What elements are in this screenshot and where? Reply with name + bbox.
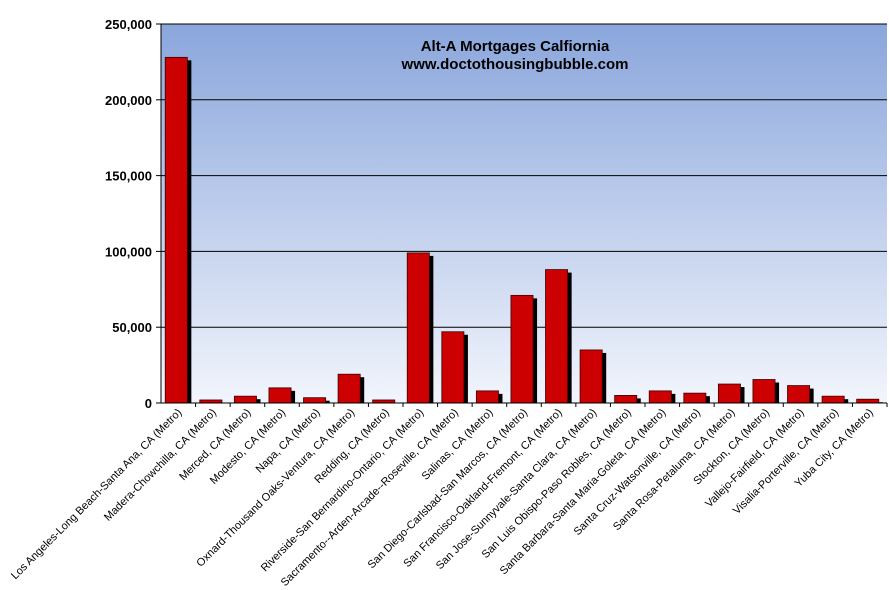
bar — [441, 331, 465, 404]
bar — [406, 252, 430, 404]
x-tick-label: Oxnard-Thousand Oaks-Ventura, CA (Metro) — [194, 407, 357, 570]
x-tick-label: San Francisco-Oakland-Fremont, CA (Metro… — [401, 407, 564, 570]
bar — [475, 390, 499, 404]
x-tick-label: San Jose-Sunnyvale-Santa Clara, CA (Metr… — [434, 407, 599, 572]
bar — [579, 349, 603, 404]
bar — [303, 397, 327, 404]
x-tick-label: Santa Cruz-Watsonville, CA (Metro) — [572, 407, 703, 538]
bar — [337, 373, 361, 404]
bar — [510, 294, 534, 404]
x-tick-label: San Diego-Carlsbad-San Marcos, CA (Metro… — [366, 407, 531, 572]
y-axis-ticks: 0 50,000 100,000 150,000 200,000 250,000 — [105, 17, 161, 411]
chart-title: Alt-A Mortgages Calfiornia — [421, 38, 610, 55]
bar — [614, 395, 638, 404]
bar — [717, 383, 741, 404]
bar — [787, 385, 811, 404]
bar — [164, 56, 188, 404]
bar — [683, 392, 707, 404]
bar — [648, 390, 672, 404]
y-tick-label: 50,000 — [112, 320, 152, 335]
bar — [268, 387, 292, 404]
bar — [856, 398, 880, 404]
y-tick-label: 250,000 — [105, 17, 152, 32]
bar — [821, 395, 845, 404]
bar — [545, 269, 569, 404]
chart-subtitle: www.doctothousingbubble.com — [401, 56, 629, 73]
y-tick-label: 150,000 — [105, 169, 152, 184]
x-axis-labels: Los Angeles-Long Beach-Santa Ana, CA (Me… — [9, 403, 888, 589]
y-tick-label: 200,000 — [105, 93, 152, 108]
bar — [752, 379, 776, 404]
bar — [233, 395, 257, 404]
y-tick-label: 100,000 — [105, 244, 152, 259]
y-tick-label: 0 — [145, 396, 152, 411]
x-tick-label: Napa, CA (Metro) — [254, 407, 323, 476]
bars — [164, 56, 883, 404]
gridlines — [161, 23, 887, 328]
x-tick-label: Los Angeles-Long Beach-Santa Ana, CA (Me… — [9, 407, 184, 582]
x-tick-label: Riverside-San Bernardino-Ontario, CA (Me… — [259, 407, 427, 575]
